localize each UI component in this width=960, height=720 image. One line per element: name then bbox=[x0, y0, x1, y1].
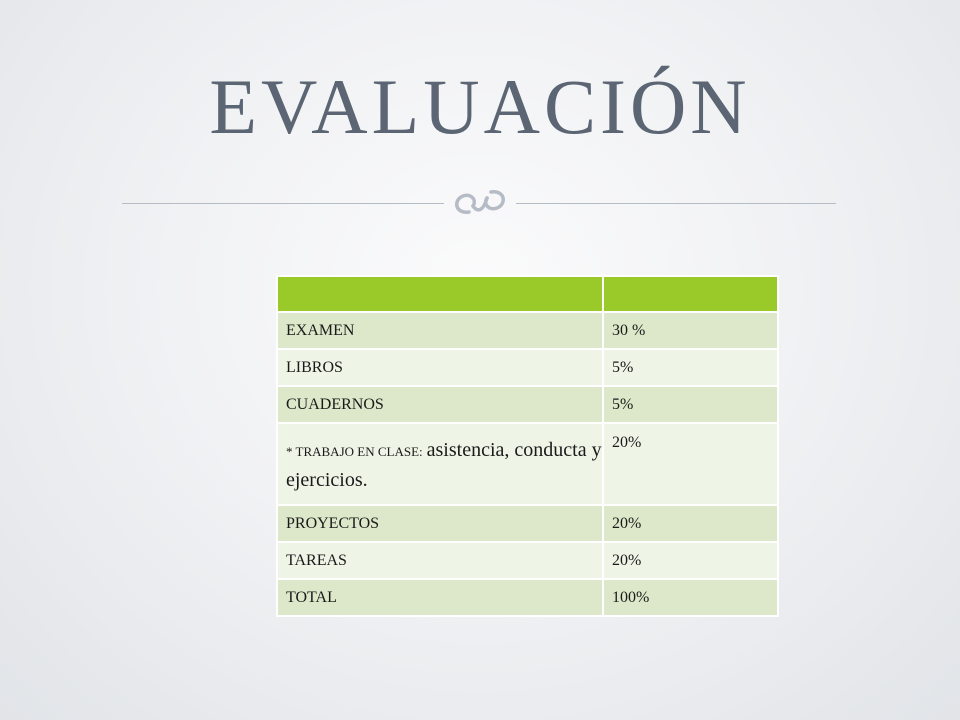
item-rest: asistencia, conducta y ejercicios. bbox=[286, 439, 602, 491]
value-cell: 20% bbox=[602, 422, 779, 506]
value-cell: 30 % bbox=[602, 311, 779, 350]
scroll-ornament-icon bbox=[455, 190, 505, 214]
title-divider-right bbox=[516, 203, 836, 204]
table-row: EXAMEN 30 % bbox=[276, 311, 779, 350]
table-row: TAREAS 20% bbox=[276, 541, 779, 580]
table-row: TOTAL 100% bbox=[276, 578, 779, 617]
slide-title: EVALUACIÓN bbox=[209, 63, 751, 150]
item-cell: PROYECTOS bbox=[276, 504, 604, 543]
value-cell: 20% bbox=[602, 504, 779, 543]
evaluation-table: EXAMEN 30 % LIBROS 5% CUADERNOS 5% * TRA… bbox=[276, 275, 779, 617]
item-prefix: * TRABAJO EN CLASE: bbox=[286, 444, 423, 459]
table-row: LIBROS 5% bbox=[276, 348, 779, 387]
title-divider-left bbox=[122, 203, 444, 204]
item-cell: EXAMEN bbox=[276, 311, 604, 350]
header-cell bbox=[276, 275, 604, 313]
item-cell: * TRABAJO EN CLASE: asistencia, conducta… bbox=[276, 422, 604, 506]
item-cell: CUADERNOS bbox=[276, 385, 604, 424]
value-cell: 5% bbox=[602, 348, 779, 387]
item-cell: TOTAL bbox=[276, 578, 604, 617]
table-header-row bbox=[276, 275, 779, 313]
table-row: * TRABAJO EN CLASE: asistencia, conducta… bbox=[276, 422, 779, 506]
value-cell: 100% bbox=[602, 578, 779, 617]
item-cell: LIBROS bbox=[276, 348, 604, 387]
value-cell: 5% bbox=[602, 385, 779, 424]
table-row: CUADERNOS 5% bbox=[276, 385, 779, 424]
header-cell bbox=[602, 275, 779, 313]
value-cell: 20% bbox=[602, 541, 779, 580]
item-cell: TAREAS bbox=[276, 541, 604, 580]
table-row: PROYECTOS 20% bbox=[276, 504, 779, 543]
